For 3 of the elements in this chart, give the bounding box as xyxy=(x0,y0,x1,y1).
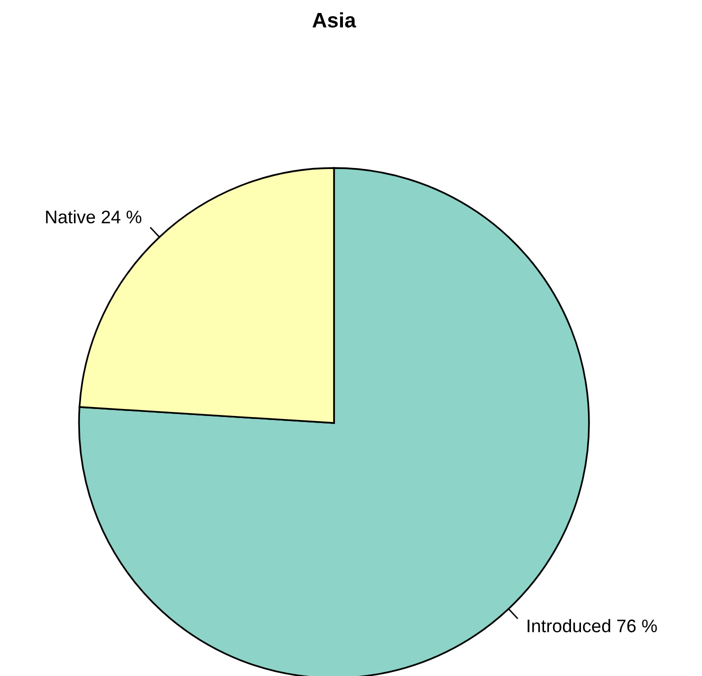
chart-title: Asia xyxy=(312,12,356,28)
slice-label: Introduced 76 % xyxy=(528,619,657,632)
slice-label: Native 24 % xyxy=(46,210,142,224)
